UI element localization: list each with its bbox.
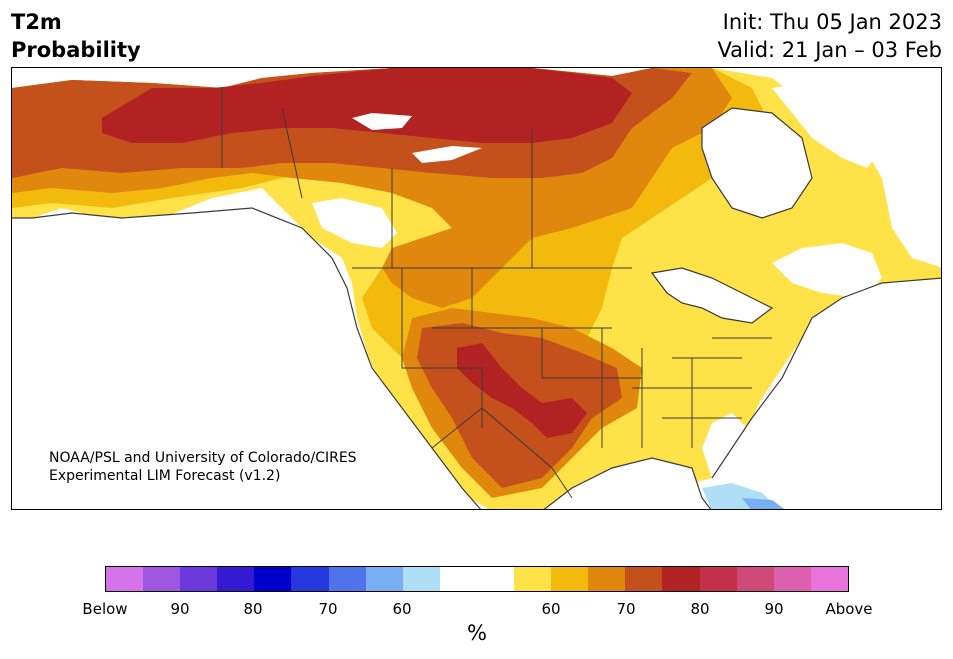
colorbar-cell — [106, 567, 144, 591]
colorbar-unit: % — [467, 621, 487, 645]
credit-text: NOAA/PSL and University of Colorado/CIRE… — [49, 449, 357, 485]
pacific-ocean — [12, 208, 481, 509]
cb-tick-60-cold: 60 — [392, 600, 412, 618]
region-cold-70 — [742, 498, 785, 509]
hudson-bay — [702, 108, 812, 218]
cb-tick-90-warm: 90 — [764, 600, 784, 618]
init-date: Init: Thu 05 Jan 2023 — [722, 10, 942, 34]
political-borders — [221, 88, 772, 499]
arctic-lakes — [352, 113, 482, 163]
region-80-south — [457, 343, 587, 438]
colorbar-cell — [773, 567, 811, 591]
atlantic-ocean — [732, 278, 941, 509]
no-signal-labrador — [772, 83, 882, 168]
cb-tick-60-warm: 60 — [541, 600, 561, 618]
cb-tick-above: Above — [825, 600, 873, 618]
no-signal-quebec — [772, 243, 882, 298]
probability-map — [12, 68, 941, 509]
credit-line-1: NOAA/PSL and University of Colorado/CIRE… — [49, 450, 357, 466]
cb-tick-80-warm: 80 — [690, 600, 710, 618]
colorbar-cell — [736, 567, 774, 591]
colorbar — [105, 566, 849, 592]
colorbar-cell — [476, 567, 515, 591]
colorbar-cell — [254, 567, 292, 591]
colorbar-cell — [439, 567, 477, 591]
coastlines — [12, 107, 941, 509]
colorbar-cell — [365, 567, 403, 591]
colorbar-cell — [291, 567, 329, 591]
gulf-of-mexico — [544, 458, 711, 509]
colorbar-cell — [143, 567, 181, 591]
colorbar-cell — [180, 567, 218, 591]
colorbar-cell — [810, 567, 848, 591]
colorbar-cell — [402, 567, 440, 591]
cb-tick-80-cold: 80 — [243, 600, 263, 618]
colorbar-cell — [699, 567, 737, 591]
valid-date: Valid: 21 Jan – 03 Feb — [717, 38, 942, 62]
great-lakes — [652, 268, 772, 323]
region-80-north — [102, 68, 632, 143]
colorbar-cell — [662, 567, 700, 591]
colorbar-cell — [588, 567, 626, 591]
colorbar-cell — [217, 567, 255, 591]
cb-tick-90-cold: 90 — [170, 600, 190, 618]
colorbar-cell — [328, 567, 366, 591]
cb-tick-below: Below — [82, 600, 128, 618]
cb-tick-70-warm: 70 — [616, 600, 636, 618]
title-line-2: Probability — [11, 38, 141, 62]
credit-line-2: Experimental LIM Forecast (v1.2) — [49, 468, 281, 484]
colorbar-cell — [625, 567, 663, 591]
map-panel — [11, 67, 942, 510]
title-line-1: T2m — [11, 10, 62, 34]
forecast-dates: Init: Thu 05 Jan 2023 Valid: 21 Jan – 03… — [717, 8, 942, 64]
no-signal-west-canada — [312, 198, 397, 248]
colorbar-cell — [514, 567, 552, 591]
colorbar-cell — [551, 567, 589, 591]
cb-tick-70-cold: 70 — [318, 600, 338, 618]
map-title: T2m Probability — [11, 8, 141, 64]
